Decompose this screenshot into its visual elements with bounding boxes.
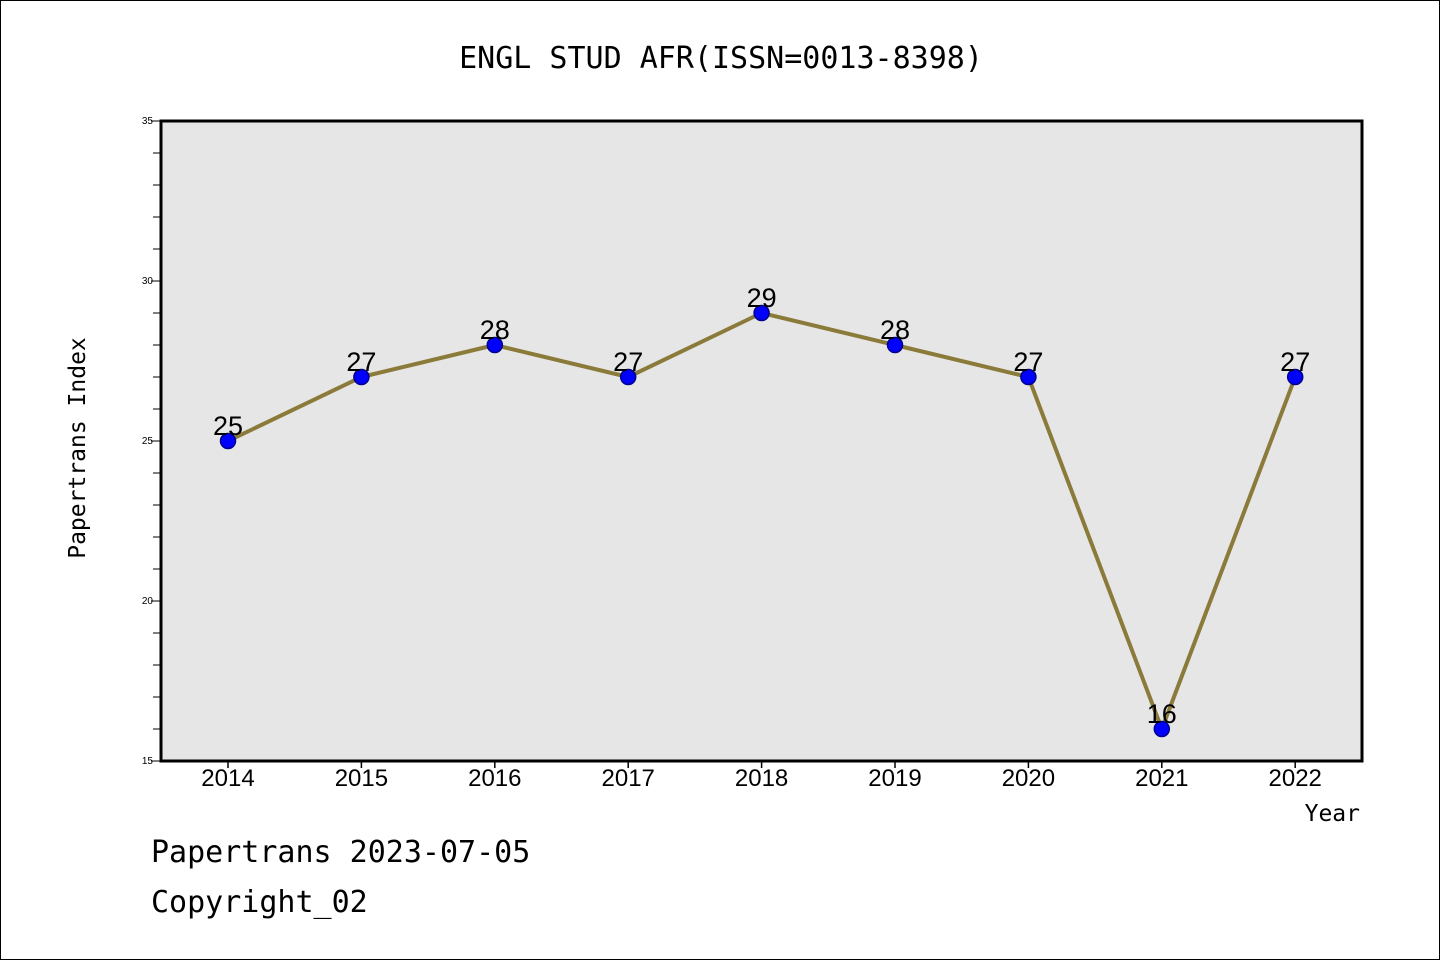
x-axis: 2014 2015 2016 2017 2018 2019 2020 2021 2022 <box>201 761 1322 792</box>
data-labels: 25 27 28 27 29 28 27 16 27 <box>213 283 1310 729</box>
data-point-marker <box>1020 368 1037 386</box>
data-label: 27 <box>1013 347 1043 377</box>
y-tick-label: 35 <box>142 116 154 127</box>
chart-title: ENGL STUD AFR(ISSN=0013-8398) <box>459 41 983 76</box>
y-tick-label: 15 <box>142 756 154 767</box>
data-label: 16 <box>1147 699 1177 729</box>
x-tick-label: 2021 <box>1135 765 1188 792</box>
data-label: 28 <box>880 315 910 345</box>
x-tick-label: 2018 <box>735 765 788 792</box>
y-tick-label: 20 <box>142 596 154 607</box>
plot-area <box>159 119 1364 763</box>
data-point-marker <box>486 336 504 354</box>
footer-copyright-text: Copyright_02 <box>151 885 368 920</box>
x-tick-label: 2017 <box>602 765 655 792</box>
data-label: 27 <box>346 347 376 377</box>
data-point-marker <box>753 304 770 322</box>
data-point-marker <box>1286 368 1304 386</box>
data-label: 25 <box>213 411 243 441</box>
footer-date-text: Papertrans 2023-07-05 <box>151 835 531 870</box>
x-tick-label: 2022 <box>1269 765 1322 792</box>
x-tick-label: 2019 <box>868 765 921 792</box>
x-tick-label: 2015 <box>335 765 388 792</box>
data-label: 27 <box>613 347 643 377</box>
data-point-marker <box>886 336 904 354</box>
data-point-marker <box>219 432 237 450</box>
data-point-marker <box>1153 720 1171 738</box>
data-point-marker <box>353 368 370 386</box>
data-label: 29 <box>747 283 777 313</box>
y-axis-title: Papertrans Index <box>65 337 91 559</box>
y-tick-label: 30 <box>142 276 154 287</box>
data-label: 28 <box>480 315 510 345</box>
x-tick-label: 2016 <box>468 765 521 792</box>
x-axis-title: Year <box>1305 801 1360 827</box>
data-label: 27 <box>1280 347 1310 377</box>
y-tick-label: 25 <box>142 436 154 447</box>
data-point-marker <box>619 368 637 386</box>
x-tick-label: 2020 <box>1002 765 1055 792</box>
series-markers <box>219 304 1304 738</box>
x-tick-label: 2014 <box>201 765 254 792</box>
y-axis: 15 20 25 30 35 <box>142 116 161 767</box>
